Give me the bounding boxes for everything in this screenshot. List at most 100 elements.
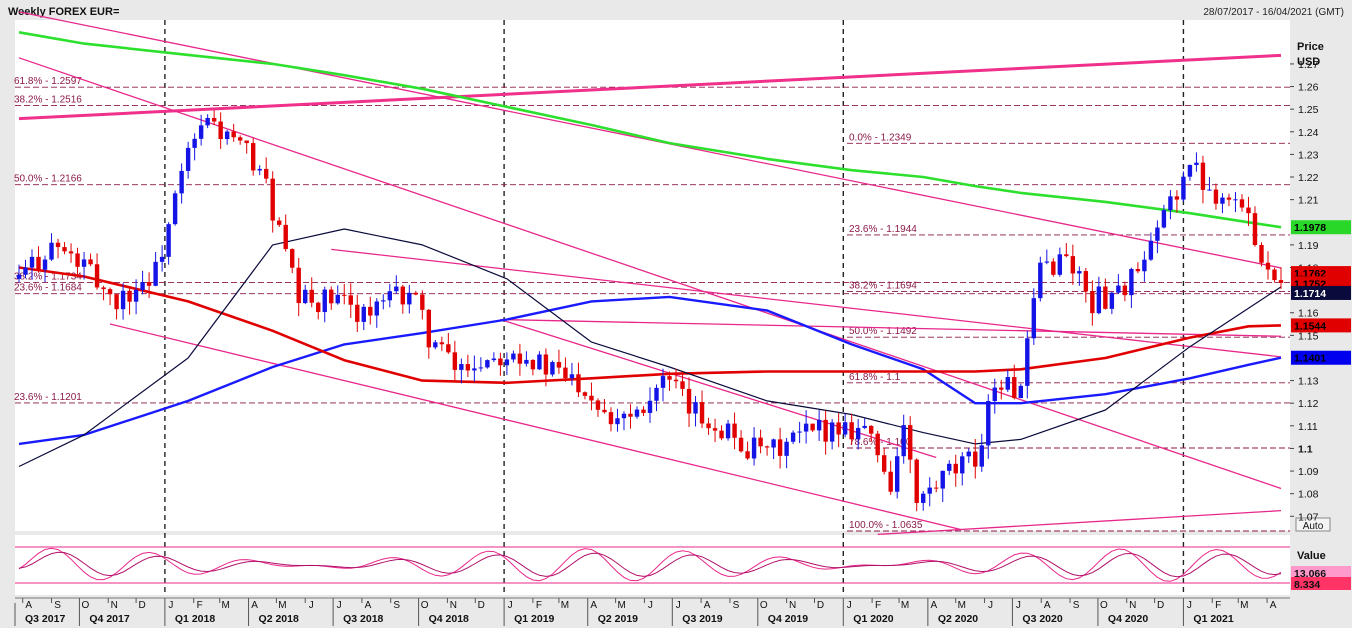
candle-down [68,251,74,254]
candle-up [790,432,796,442]
candle-up [621,413,627,419]
candle-up [472,368,477,371]
candle-up [1168,196,1173,211]
price-tick-label: 1.07 [1298,511,1319,523]
candle-up [159,256,165,262]
month-tick-label: J [508,600,513,611]
candle-up [120,290,126,310]
month-tick-label: S [54,600,61,611]
candle-down [732,423,737,438]
quarter-tick-label: Q3 2019 [682,613,722,625]
indicator-plot-area[interactable] [15,535,1290,595]
candle-up [322,289,327,313]
price-axis-title: Price [1297,41,1324,53]
candle-down [413,292,419,295]
price-tick-label: 1.11 [1298,421,1318,433]
candle-down [355,304,360,322]
candle-down [1051,261,1056,275]
candle-down [810,423,815,431]
month-tick-label: J [676,600,681,611]
indicator-axis-title: Value [1297,550,1326,562]
candle-down [316,302,321,313]
month-tick-label: O [82,600,90,611]
month-tick-label: D [478,600,485,611]
trendline [18,57,1282,490]
candle-up [1096,286,1102,314]
quarter-tick-label: Q4 2018 [429,613,469,625]
candle-up [550,362,555,375]
month-tick-label: N [789,600,796,611]
candle-down [250,143,256,171]
month-tick-label: A [931,600,938,611]
candle-up [205,117,210,126]
candle-up [140,282,145,290]
auto-scale-button[interactable] [1295,517,1331,532]
month-tick-label: A [365,600,372,611]
trendline [18,11,1282,269]
candle-down [1246,207,1251,214]
candle-up [1005,377,1010,390]
fib-level-label: 23.6% - 1.1201 [14,392,82,403]
candle-down [680,381,685,389]
candle-down [55,242,61,248]
month-tick-label: M [958,600,966,611]
price-badge [1291,220,1351,235]
month-tick-label: M [278,600,286,611]
candle-up [23,267,28,275]
candle-down [667,376,672,380]
month-tick-label: F [197,600,203,611]
stochastic-k-line [18,547,1282,582]
candle-down [745,451,750,459]
price-badge [1291,285,1351,300]
candle-up [81,259,87,267]
candle-up [654,387,659,401]
trendline [877,509,1282,536]
price-tick-label: 1.27 [1298,59,1319,71]
candle-down [1070,256,1076,274]
month-tick-label: J [309,600,314,611]
candle-up [407,292,412,305]
candle-down [329,289,334,304]
candle-up [433,342,438,348]
candle-down [36,256,41,270]
candle-down [719,430,724,439]
trendline [500,318,1282,337]
candle-up [771,439,776,448]
candle-down [452,352,458,370]
price-axis: 1.271.261.251.241.231.221.211.191.181.16… [1290,59,1319,523]
price-badge-label: 1.1714 [1294,288,1326,300]
candle-up [986,401,991,446]
candle-up [1057,254,1063,275]
fib-level-label: 38.2% - 1.1694 [849,280,917,291]
candle-down [1252,213,1258,245]
candle-down [628,413,633,417]
candle-up [660,376,666,388]
candle-down [582,392,588,396]
month-tick-label: O [1100,600,1108,611]
candle-down [699,402,705,424]
candle-up [1031,298,1037,339]
candle-down [296,267,301,304]
candle-down [237,137,243,141]
price-badge-label: 1.1544 [1294,320,1326,332]
stochastic-indicator [15,546,1290,584]
month-tick-label: A [251,600,258,611]
month-tick-label: D [138,600,145,611]
candle-down [309,289,314,303]
month-tick-label: J [988,600,993,611]
fib-level-label: 23.6% - 1.1684 [14,283,82,294]
candle-down [888,471,893,492]
month-tick-label: J [1187,600,1192,611]
main-plot-area[interactable] [15,20,1290,531]
candle-down [400,286,406,305]
month-tick-label: A [1270,600,1277,611]
candle-up [1181,176,1186,200]
stochastic-d-line [18,551,1282,578]
fib-level-label: 38.2% - 1.1734 [14,271,82,282]
quarter-tick-label: Q1 2018 [175,613,215,625]
month-tick-label: A [590,600,597,611]
candle-up [921,493,926,503]
trendline [331,248,1282,358]
